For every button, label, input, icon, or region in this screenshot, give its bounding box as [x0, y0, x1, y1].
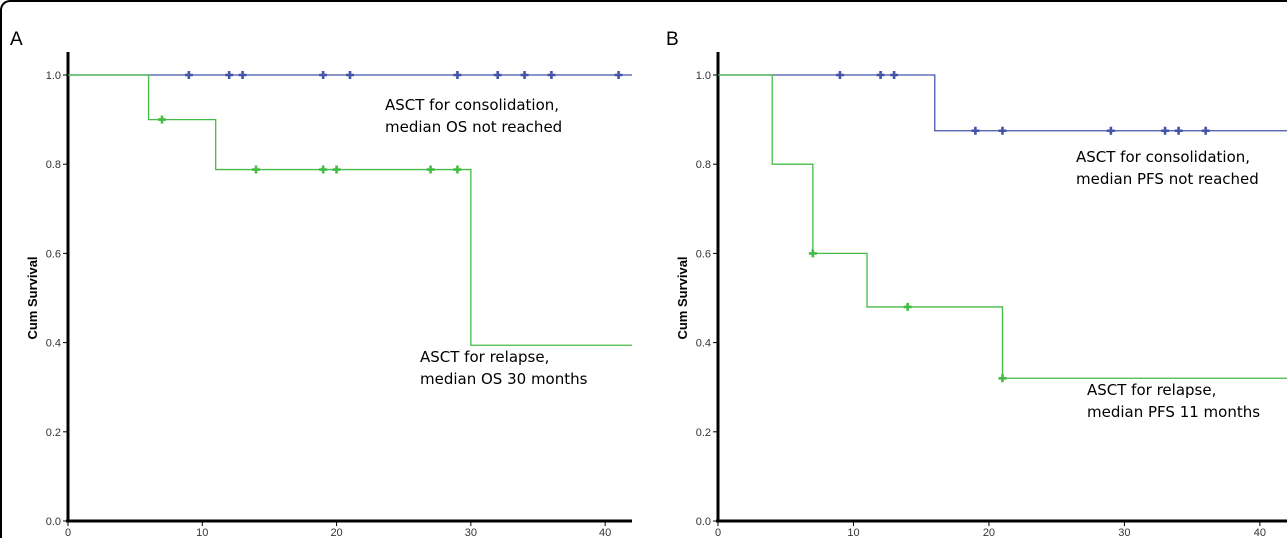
annotation-consolidation: ASCT for consolidation, [385, 96, 559, 114]
series-line-relapse [718, 74, 1287, 379]
censor-mark-relapse [453, 165, 462, 174]
y-tick-label: 1.0 [696, 70, 711, 82]
y-tick-label: 1.0 [46, 70, 61, 82]
censor-mark-consolidation [547, 71, 556, 79]
censor-mark-consolidation [835, 71, 844, 79]
censor-mark-consolidation [184, 71, 193, 79]
y-tick-label: 0.2 [696, 427, 711, 439]
censor-mark-consolidation [971, 126, 980, 135]
censor-mark-consolidation [520, 71, 529, 79]
x-tick-label: 10 [196, 527, 208, 538]
censor-mark-relapse [808, 249, 817, 258]
chart-panel-b: B0.00.20.40.60.81.0010203040Time (months… [666, 29, 1287, 538]
series-line-consolidation [718, 74, 1287, 132]
censor-mark-consolidation [614, 71, 623, 79]
censor-mark-consolidation [225, 71, 234, 79]
y-tick-label: 0.8 [46, 159, 61, 171]
x-tick-label: 30 [1118, 527, 1130, 538]
x-tick-label: 10 [847, 527, 859, 538]
censor-mark-relapse [319, 165, 328, 174]
x-tick-label: 0 [65, 527, 71, 538]
annotation-consolidation: median PFS not reached [1076, 170, 1259, 188]
y-tick-label: 0.0 [46, 516, 61, 528]
y-tick-label: 0.6 [46, 248, 61, 260]
censor-mark-consolidation [238, 71, 247, 79]
censor-mark-consolidation [890, 71, 899, 79]
x-tick-label: 30 [465, 527, 477, 538]
censor-mark-relapse [252, 165, 260, 174]
y-tick-label: 0.0 [696, 516, 711, 528]
censor-mark-relapse [426, 165, 435, 174]
y-tick-label: 0.2 [46, 427, 61, 439]
censor-mark-relapse [998, 374, 1007, 383]
censor-mark-consolidation [1106, 126, 1115, 135]
chart-panel-a: A0.00.20.40.60.81.0010203040Time (months… [10, 29, 632, 538]
censor-mark-relapse [158, 115, 166, 124]
y-axis-title: Cum Survival [25, 256, 40, 339]
censor-mark-relapse [903, 302, 912, 311]
annotation-relapse: median OS 30 months [420, 370, 588, 388]
annotation-relapse: ASCT for relapse, [1087, 381, 1216, 399]
y-tick-label: 0.8 [696, 159, 711, 171]
censor-mark-consolidation [1161, 126, 1170, 135]
x-tick-label: 20 [330, 527, 342, 538]
series-line-relapse [68, 74, 632, 346]
censor-mark-consolidation [876, 71, 885, 79]
censor-mark-consolidation [346, 71, 354, 79]
annotation-relapse: median PFS 11 months [1087, 403, 1260, 421]
x-tick-label: 0 [715, 527, 721, 538]
y-tick-label: 0.4 [46, 338, 61, 350]
censor-mark-consolidation [1174, 126, 1183, 135]
censor-mark-consolidation [1201, 126, 1210, 135]
annotation-consolidation: median OS not reached [385, 118, 562, 136]
annotation-consolidation: ASCT for consolidation, [1076, 148, 1250, 166]
censor-mark-consolidation [453, 71, 462, 79]
censor-mark-consolidation [319, 71, 328, 79]
panel-label: A [10, 29, 23, 50]
x-tick-label: 40 [599, 527, 611, 538]
panel-label: B [666, 29, 679, 50]
y-tick-label: 0.4 [696, 338, 711, 350]
x-tick-label: 40 [1254, 527, 1266, 538]
censor-mark-consolidation [493, 71, 502, 79]
x-tick-label: 20 [983, 527, 995, 538]
censor-mark-relapse [332, 165, 341, 174]
censor-mark-consolidation [998, 126, 1007, 135]
annotation-relapse: ASCT for relapse, [420, 348, 549, 366]
y-axis-title: Cum Survival [675, 256, 690, 339]
y-tick-label: 0.6 [696, 248, 711, 260]
